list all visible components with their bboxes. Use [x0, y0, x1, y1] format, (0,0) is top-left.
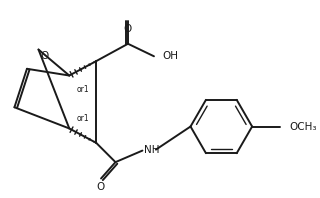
Text: O: O	[124, 24, 132, 34]
Text: NH: NH	[144, 145, 160, 155]
Text: O: O	[40, 50, 49, 61]
Text: or1: or1	[77, 114, 90, 123]
Text: OH: OH	[163, 51, 179, 61]
Text: O: O	[96, 182, 104, 192]
Text: or1: or1	[77, 86, 90, 94]
Text: OCH₃: OCH₃	[290, 122, 317, 131]
